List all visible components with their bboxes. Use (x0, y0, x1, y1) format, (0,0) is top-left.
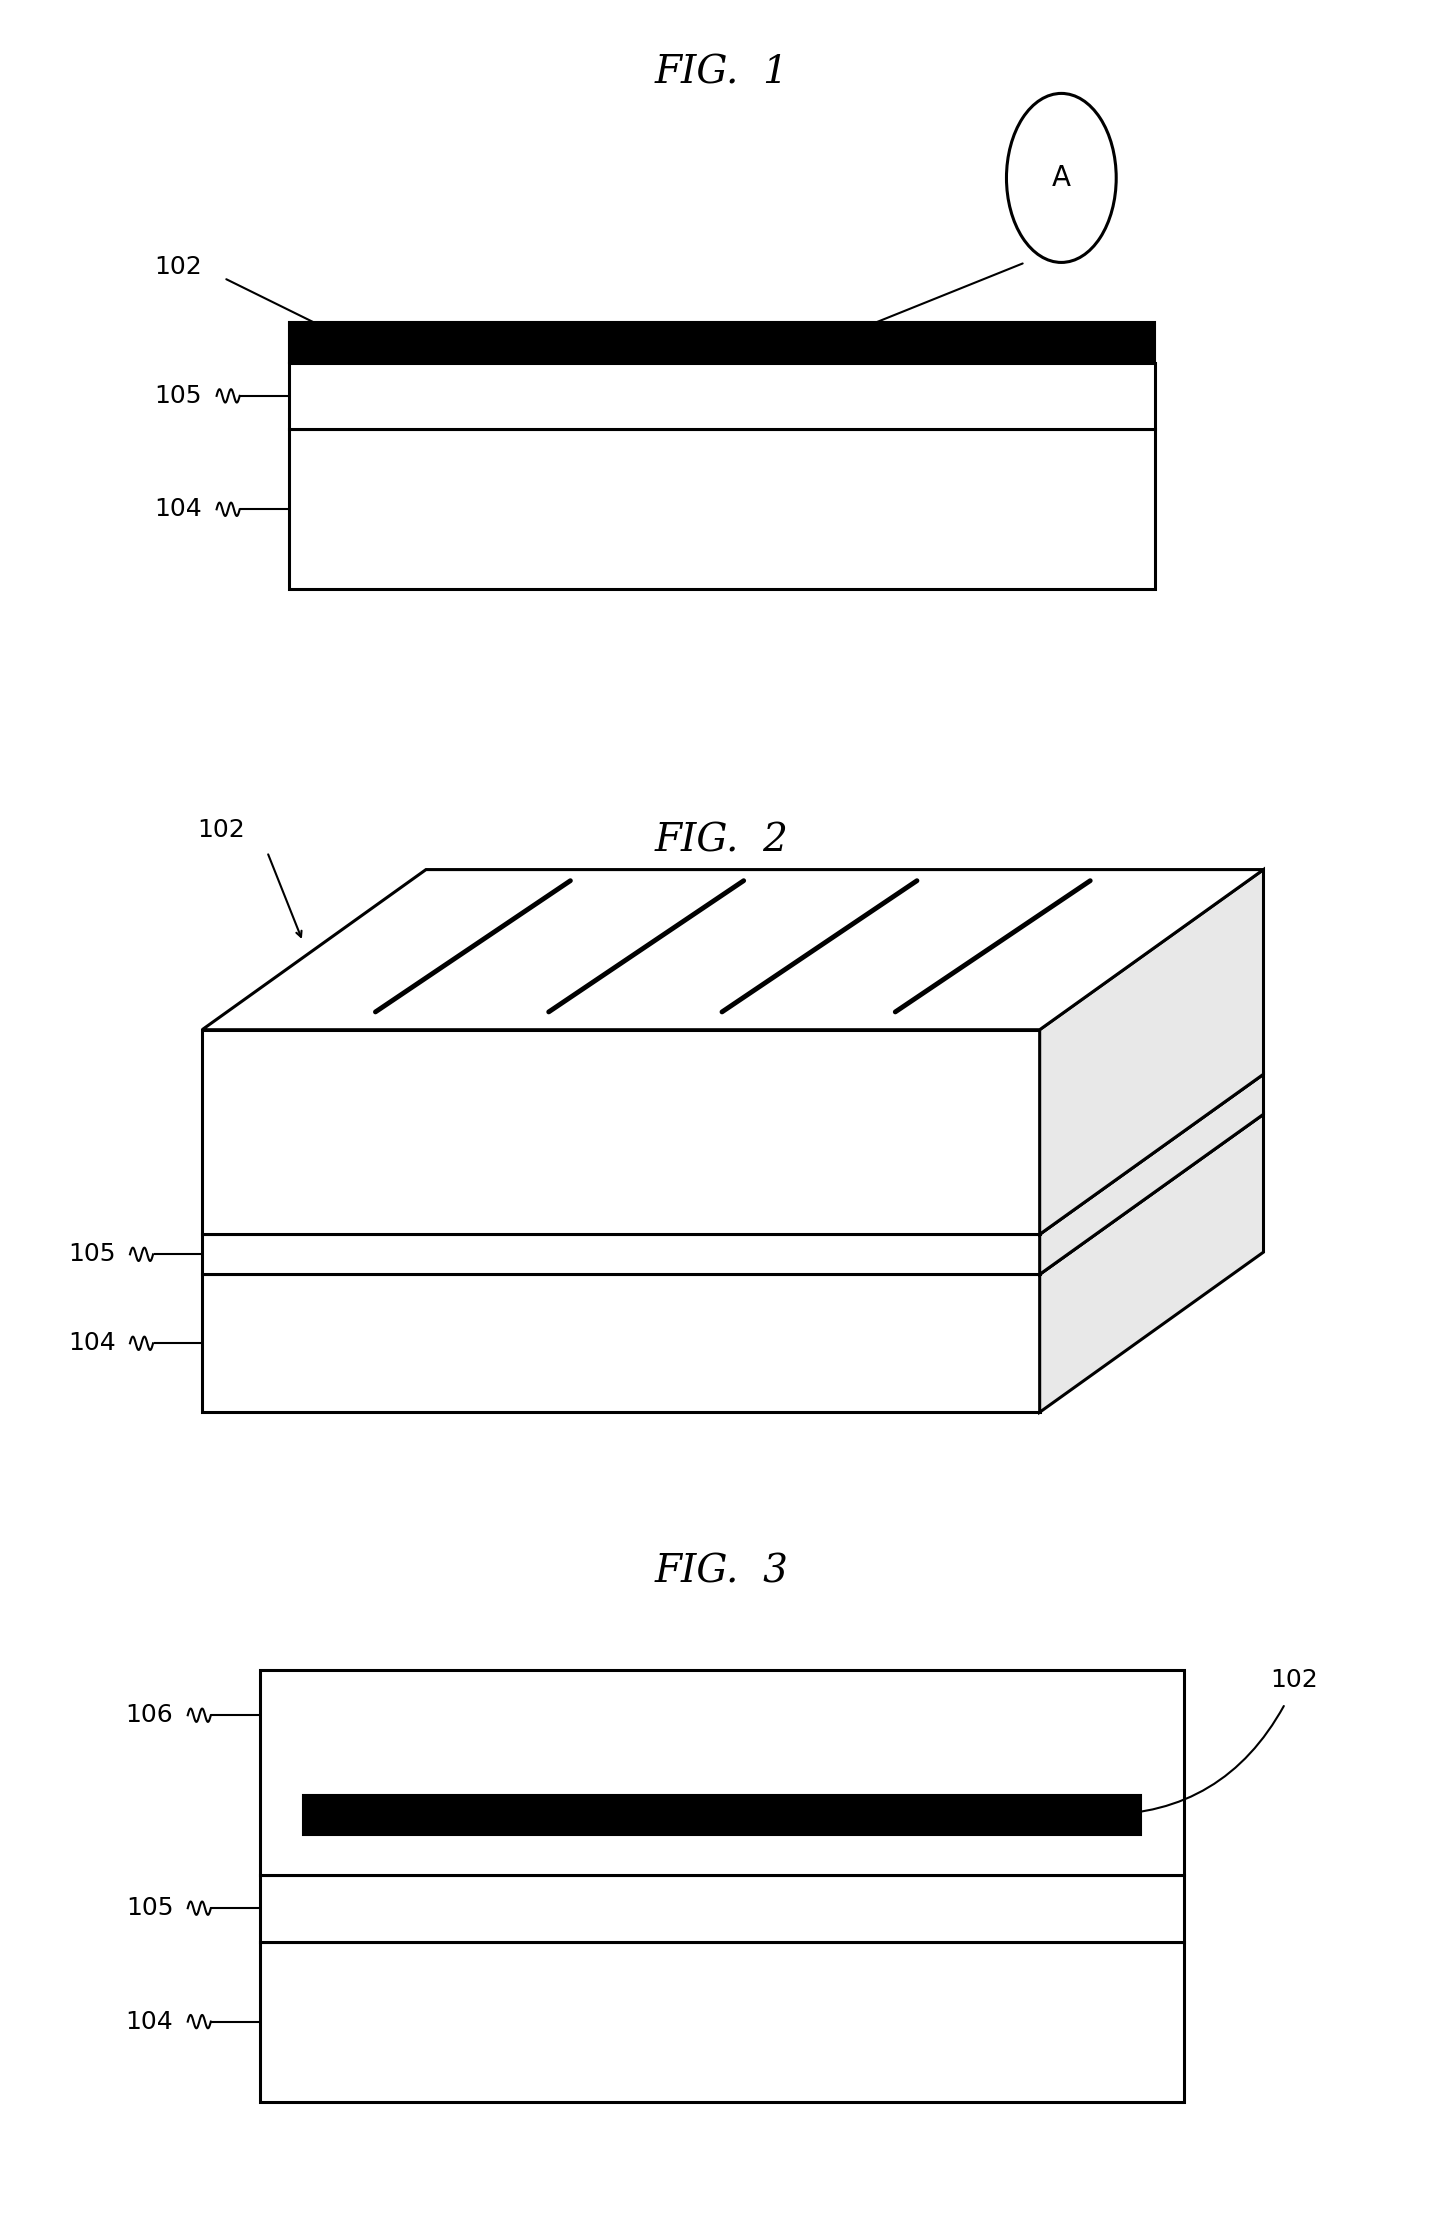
Text: FIG.  3: FIG. 3 (656, 1555, 788, 1590)
Text: 106: 106 (126, 1704, 173, 1728)
Polygon shape (1040, 1114, 1264, 1412)
Text: 104: 104 (155, 498, 202, 520)
Polygon shape (202, 1274, 1040, 1412)
Text: 102: 102 (198, 818, 245, 841)
Polygon shape (202, 870, 1264, 1030)
Text: 104: 104 (126, 2010, 173, 2033)
Bar (289, 322, 1155, 363)
Polygon shape (1040, 870, 1264, 1234)
Text: 102: 102 (155, 256, 202, 278)
Polygon shape (202, 1030, 1040, 1234)
Polygon shape (202, 1074, 1264, 1234)
Text: A: A (1051, 165, 1071, 191)
Text: FIG.  1: FIG. 1 (656, 56, 788, 91)
Text: 105: 105 (126, 1897, 173, 1919)
Bar (260, 1670, 1184, 1875)
Bar (289, 363, 1155, 429)
Text: 105: 105 (155, 385, 202, 407)
Bar (260, 1875, 1184, 1942)
Text: 105: 105 (68, 1243, 116, 1265)
Bar (303, 1795, 1141, 1835)
Text: 104: 104 (68, 1332, 116, 1354)
Text: FIG.  2: FIG. 2 (656, 823, 788, 858)
Polygon shape (202, 1114, 1264, 1274)
Polygon shape (202, 1234, 1040, 1274)
Text: 102: 102 (1271, 1668, 1318, 1692)
Polygon shape (1040, 1074, 1264, 1274)
Bar (260, 1942, 1184, 2102)
Bar (289, 429, 1155, 589)
